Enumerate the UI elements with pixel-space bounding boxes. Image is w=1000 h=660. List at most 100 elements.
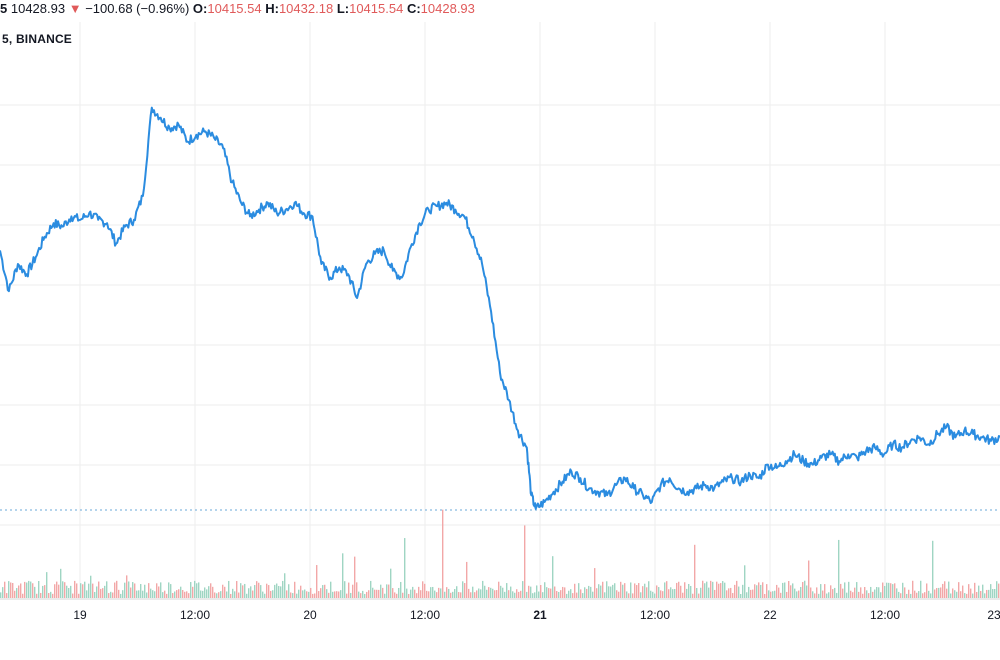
volume-bar xyxy=(744,565,746,598)
volume-bar xyxy=(678,581,680,598)
volume-bar xyxy=(80,583,82,598)
volume-bar xyxy=(376,589,378,598)
volume-bar xyxy=(310,587,312,598)
volume-bar xyxy=(242,585,244,598)
volume-bar xyxy=(34,586,36,598)
volume-bar xyxy=(516,589,518,598)
volume-bar xyxy=(742,584,744,598)
volume-bar xyxy=(198,582,200,598)
volume-bar xyxy=(862,593,864,598)
volume-bar xyxy=(184,591,186,598)
volume-bar xyxy=(440,588,442,598)
volume-bar xyxy=(468,588,470,598)
volume-bar xyxy=(88,583,90,598)
volume-bar xyxy=(932,540,934,598)
volume-bar xyxy=(6,593,8,598)
volume-bar xyxy=(268,585,270,598)
symbol-exchange-label: 5, BINANCE xyxy=(2,32,73,46)
close-value: 10428.93 xyxy=(420,1,475,16)
volume-bar xyxy=(612,584,614,598)
volume-bar xyxy=(118,589,120,598)
volume-bar xyxy=(396,593,398,598)
volume-bar xyxy=(576,592,578,598)
volume-bar xyxy=(30,581,32,598)
volume-bar xyxy=(470,592,472,598)
volume-bar xyxy=(174,591,176,598)
volume-bar xyxy=(418,586,420,598)
volume-bar xyxy=(886,582,888,598)
volume-bar xyxy=(370,580,372,598)
volume-bar xyxy=(734,584,736,598)
volume-bar xyxy=(736,580,738,598)
volume-bar xyxy=(156,583,158,598)
volume-bar xyxy=(754,584,756,598)
volume-bar xyxy=(534,592,536,598)
volume-bar xyxy=(522,581,524,598)
volume-bar xyxy=(292,593,294,598)
volume-bar xyxy=(812,591,814,598)
volume-bar xyxy=(414,589,416,598)
volume-bar xyxy=(82,584,84,598)
volume-bar xyxy=(168,582,170,598)
volume-bar xyxy=(972,593,974,598)
volume-bar xyxy=(442,509,444,598)
volume-bar xyxy=(844,582,846,598)
volume-bar xyxy=(212,586,214,598)
volume-bar xyxy=(126,575,128,598)
volume-bar xyxy=(302,590,304,598)
volume-bar xyxy=(312,593,314,598)
volume-bar xyxy=(222,584,224,598)
volume-bar xyxy=(704,583,706,598)
volume-bar xyxy=(684,582,686,598)
volume-bar xyxy=(444,591,446,598)
volume-bar xyxy=(774,590,776,598)
volume-bar xyxy=(202,590,204,598)
volume-bar xyxy=(600,585,602,598)
volume-bar xyxy=(604,592,606,598)
volume-bar xyxy=(870,586,872,598)
volume-bar xyxy=(450,592,452,598)
volume-bar xyxy=(266,583,268,598)
volume-bar xyxy=(964,593,966,598)
volume-bar xyxy=(934,589,936,598)
volume-bar xyxy=(946,588,948,598)
volume-bar xyxy=(486,589,488,598)
volume-bar xyxy=(154,591,156,598)
volume-bar xyxy=(120,593,122,598)
volume-bar xyxy=(654,593,656,598)
volume-bar xyxy=(282,580,284,598)
volume-bar xyxy=(560,590,562,598)
volume-bar xyxy=(532,593,534,598)
volume-bar xyxy=(762,582,764,598)
volume-bar xyxy=(764,593,766,598)
volume-bar xyxy=(238,592,240,598)
volume-bar xyxy=(472,586,474,598)
volume-bar xyxy=(208,586,210,598)
volume-bar xyxy=(116,580,118,598)
volume-bar xyxy=(524,525,526,598)
volume-bar xyxy=(410,589,412,598)
volume-bar xyxy=(366,591,368,598)
volume-bar xyxy=(620,581,622,598)
volume-bar xyxy=(842,588,844,598)
volume-bar xyxy=(298,589,300,598)
volume-bar xyxy=(856,582,858,598)
volume-bar xyxy=(668,589,670,598)
x-tick-label: 23 xyxy=(987,608,1000,622)
volume-bar xyxy=(586,588,588,598)
volume-bar xyxy=(552,556,554,598)
volume-bar xyxy=(634,583,636,598)
volume-bar xyxy=(228,580,230,598)
volume-bar xyxy=(676,582,678,598)
price-series-line[interactable] xyxy=(0,106,1000,510)
volume-bar xyxy=(824,584,826,598)
volume-bar xyxy=(260,585,262,598)
volume-bar xyxy=(902,582,904,598)
volume-bar xyxy=(858,591,860,598)
volume-bar xyxy=(308,591,310,598)
volume-bar xyxy=(832,589,834,598)
volume-bar xyxy=(100,588,102,598)
volume-bar xyxy=(988,589,990,598)
volume-bar xyxy=(20,583,22,598)
